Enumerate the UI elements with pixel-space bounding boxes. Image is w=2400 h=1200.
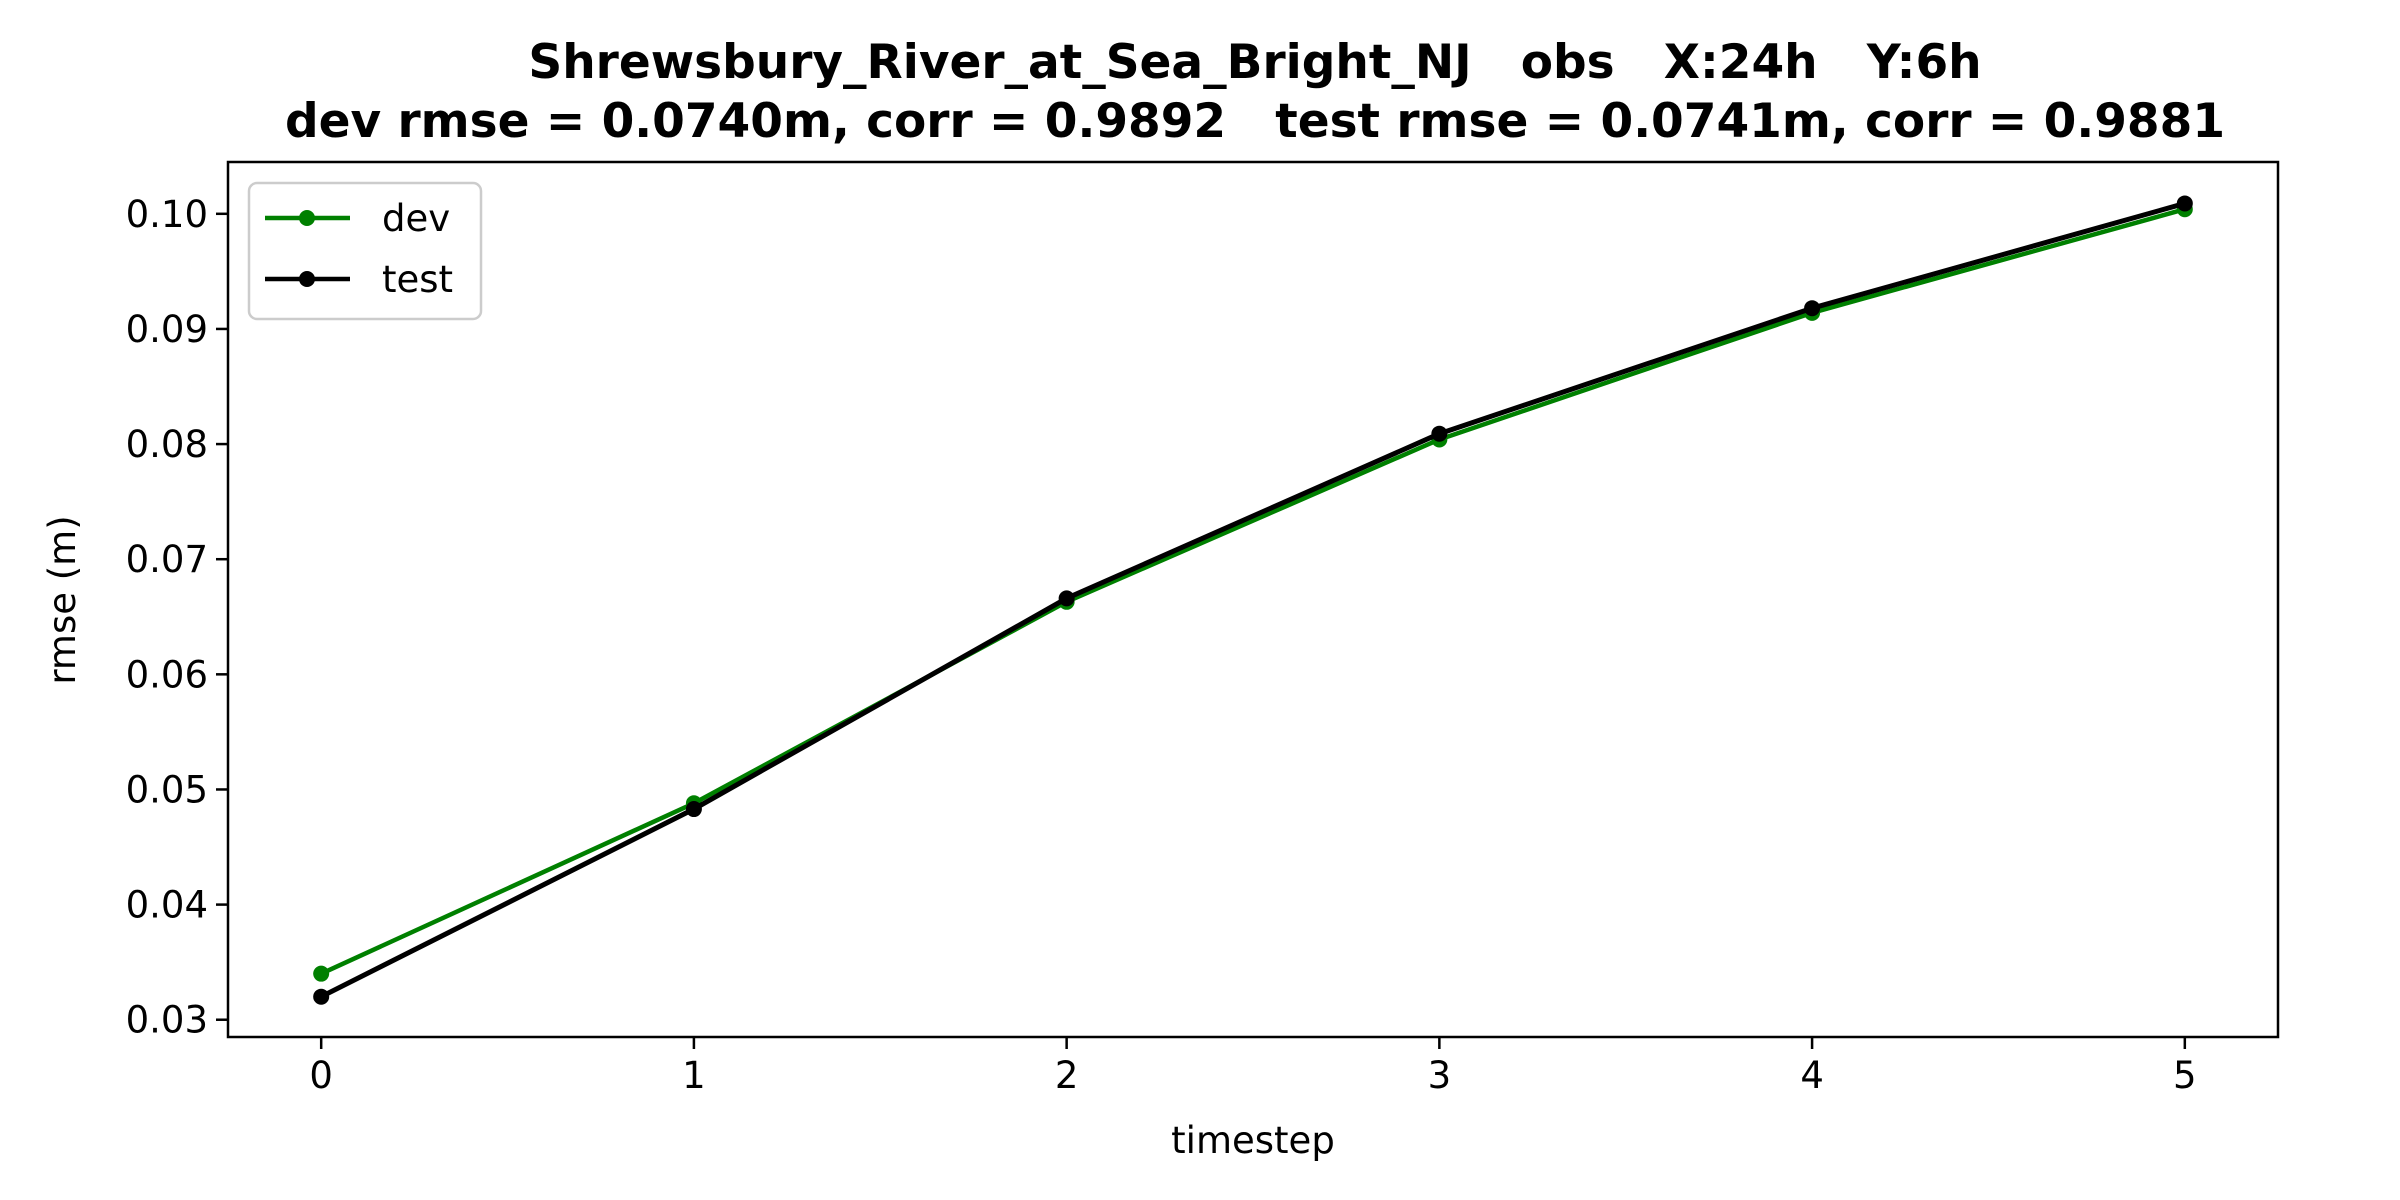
x-axis-label: timestep [1171, 1119, 1335, 1162]
y-tick-label: 0.10 [126, 193, 208, 236]
legend-dev-marker [299, 210, 315, 226]
x-tick-label: 3 [1428, 1054, 1452, 1097]
y-tick-label: 0.05 [126, 768, 208, 811]
legend-dev-label: dev [382, 197, 450, 240]
legend-test-label: test [382, 258, 453, 301]
legend-test-marker [299, 271, 315, 287]
legend: dev test [247, 181, 483, 321]
series-test-point [2176, 195, 2193, 212]
y-tick-label: 0.03 [126, 999, 208, 1042]
series-layer [313, 195, 2193, 1005]
x-tick-label: 4 [1800, 1054, 1824, 1097]
series-test-point [1058, 590, 1075, 607]
y-tick-label: 0.08 [126, 423, 208, 466]
plot-frame [226, 160, 2280, 1039]
y-axis-label: rmse (m) [41, 515, 84, 684]
axis-layer: 0 1 2 3 4 5 0.03 0.04 0.05 0.06 0.07 0.08 0.09 0.10 [126, 193, 2197, 1097]
series-dev-line [320, 207, 2186, 976]
series-dev-point [313, 965, 330, 982]
x-tick-label: 5 [2173, 1054, 2197, 1097]
y-tick-label: 0.06 [126, 653, 208, 696]
x-tick-label: 1 [682, 1054, 706, 1097]
series-test-point [1431, 425, 1448, 442]
x-tick-label: 2 [1055, 1054, 1079, 1097]
y-tick-label: 0.04 [126, 884, 208, 927]
y-tick-label: 0.09 [126, 308, 208, 351]
series-test-point [313, 988, 330, 1005]
series-test-line [320, 201, 2186, 999]
y-tick-label: 0.07 [126, 538, 208, 581]
chart-title-line1: Shrewsbury_River_at_Sea_Bright_NJ obs X:… [528, 35, 1981, 90]
series-test-point [685, 801, 702, 818]
x-tick-label: 0 [309, 1054, 333, 1097]
chart-title-line2: dev rmse = 0.0740m, corr = 0.9892 test r… [285, 94, 2225, 149]
series-test-point [1804, 300, 1821, 317]
